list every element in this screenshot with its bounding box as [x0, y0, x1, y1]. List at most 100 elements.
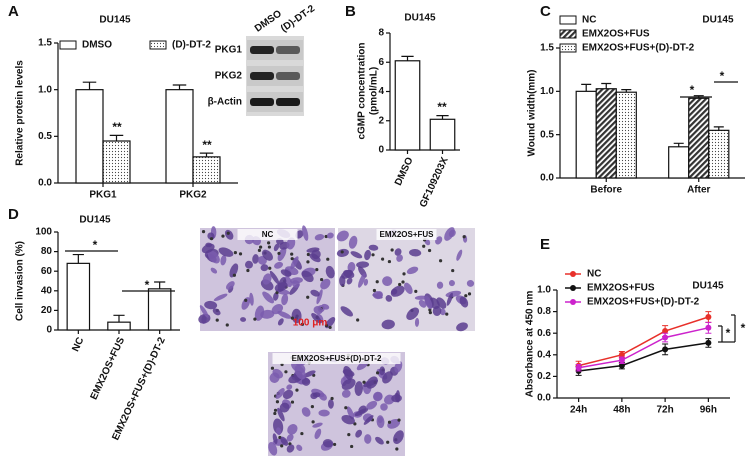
micrograph-label-bg	[237, 229, 298, 240]
marker	[618, 351, 625, 358]
pore	[438, 259, 443, 263]
legend-label: EMX2OS+FUS+(D)-DT-2	[587, 297, 700, 308]
y-tick-label: 0.0	[540, 173, 554, 184]
pore	[270, 366, 275, 370]
cell	[286, 237, 296, 250]
marker	[662, 328, 669, 335]
pore	[201, 229, 206, 234]
cell	[340, 306, 353, 317]
x-tick-label: 24h	[570, 405, 587, 416]
significance-mark: *	[720, 69, 725, 83]
x-tick-label: Before	[590, 185, 622, 196]
cell	[336, 230, 349, 242]
cell	[277, 310, 292, 319]
pore	[221, 234, 225, 238]
cell	[322, 439, 334, 448]
cell	[311, 313, 322, 324]
line	[578, 316, 709, 367]
pore	[225, 323, 229, 327]
cell	[262, 273, 272, 285]
error-bar	[82, 81, 97, 90]
line	[578, 342, 709, 372]
pore	[356, 318, 360, 322]
scale-bar-label: 100 μm	[293, 318, 328, 329]
panel-letter: A	[8, 3, 19, 20]
error-bar	[109, 134, 124, 141]
y-tick-label: 60	[41, 266, 53, 277]
blot-column-label: (D)-DT-2	[279, 3, 318, 35]
pore	[375, 280, 379, 284]
cell	[204, 300, 218, 310]
pore	[290, 257, 294, 261]
cell	[341, 414, 355, 425]
cell	[393, 430, 404, 445]
pore	[320, 277, 324, 282]
pore	[232, 273, 236, 277]
cell	[346, 277, 353, 285]
cell	[220, 255, 227, 266]
pore	[414, 289, 418, 293]
cell	[356, 261, 370, 268]
pore	[362, 380, 366, 384]
cell	[364, 249, 371, 261]
cell	[456, 249, 463, 261]
error-bar	[113, 314, 125, 323]
pore	[398, 282, 402, 287]
cell	[210, 267, 218, 274]
error-bar	[581, 83, 592, 92]
bar	[75, 89, 104, 184]
cell	[260, 309, 275, 319]
cell	[341, 389, 351, 398]
bar	[66, 262, 91, 331]
cell	[241, 297, 251, 310]
cell	[277, 247, 287, 262]
bar	[165, 89, 194, 184]
cell	[414, 317, 420, 327]
pore	[290, 252, 294, 256]
error-bar	[172, 84, 187, 90]
x-tick-label: PKG1	[89, 190, 117, 201]
y-tick-label: 1.0	[540, 86, 554, 97]
cell	[229, 263, 239, 278]
y-tick-label: 0	[378, 145, 384, 156]
y-tick-label: 2	[378, 115, 384, 126]
cell	[212, 308, 221, 316]
cell	[274, 261, 284, 269]
y-axis-label: Wound width(mm)	[527, 69, 538, 156]
cell	[225, 281, 235, 290]
pore	[344, 406, 348, 410]
bar	[615, 91, 637, 179]
bar	[708, 129, 730, 179]
legend-label: NC	[587, 269, 601, 280]
marker	[705, 314, 712, 320]
y-tick-label: 1.0	[537, 285, 551, 296]
cell	[320, 278, 331, 290]
pore	[277, 251, 281, 256]
blot-row-bg	[247, 40, 303, 60]
marker	[618, 357, 625, 364]
cell	[309, 253, 321, 263]
cell	[342, 369, 355, 377]
blot-row-label: β-Actin	[208, 97, 242, 108]
legend-marker	[570, 299, 576, 305]
pore	[350, 444, 354, 449]
pore	[372, 288, 377, 293]
cell	[368, 244, 379, 251]
error-bar	[621, 89, 632, 93]
legend-label: (D)-DT-2	[172, 40, 211, 51]
pore	[333, 442, 337, 447]
cell	[310, 289, 320, 297]
legend-swatch	[149, 40, 167, 50]
cell	[396, 254, 403, 262]
cell	[350, 251, 363, 259]
pore	[324, 323, 329, 328]
error-bar	[72, 253, 84, 264]
cell	[363, 278, 369, 286]
pore	[290, 400, 295, 404]
cell	[249, 292, 254, 306]
cell	[459, 296, 469, 308]
cell	[318, 392, 327, 401]
micrograph-label: EMX2OS+FUS+(D)-DT-2	[292, 354, 382, 363]
error-bar	[713, 126, 724, 131]
